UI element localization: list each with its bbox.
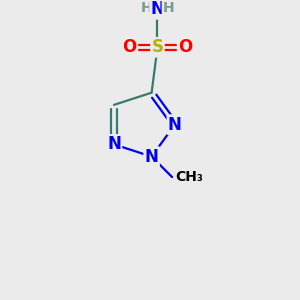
Text: H: H: [163, 1, 174, 15]
Text: O: O: [123, 38, 137, 56]
Text: N: N: [168, 116, 182, 134]
Text: N: N: [145, 148, 159, 166]
Text: H: H: [140, 1, 152, 15]
Text: N: N: [107, 135, 121, 153]
Text: S: S: [152, 38, 164, 56]
Text: CH₃: CH₃: [175, 170, 203, 184]
Text: N: N: [151, 0, 164, 18]
Text: O: O: [178, 38, 192, 56]
